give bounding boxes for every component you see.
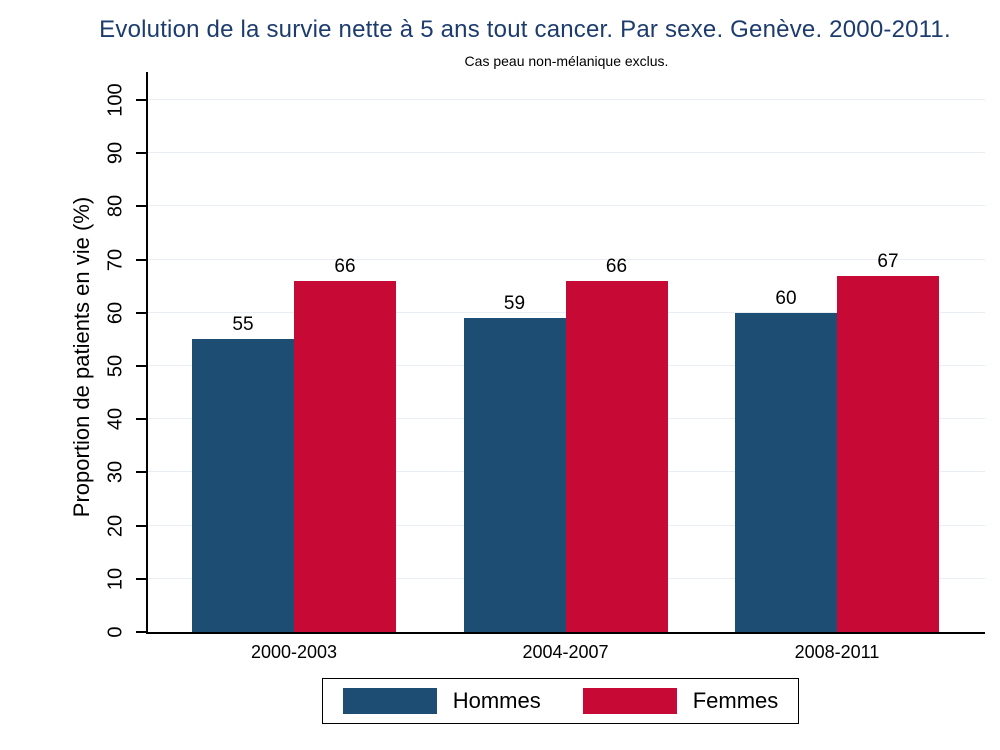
bar-value-label: 66 — [334, 255, 356, 277]
x-axis-label-2008-2011: 2008-2011 — [794, 642, 880, 662]
legend: Hommes Femmes — [322, 678, 799, 724]
bar-group-2000-2003: 55 66 — [192, 257, 396, 632]
bar-femmes-2004-2007 — [565, 280, 668, 632]
bar-value-label: 60 — [775, 287, 797, 309]
y-tick-label: 20 — [104, 514, 127, 537]
y-tick — [136, 577, 146, 580]
y-tick-label: 40 — [104, 408, 127, 431]
legend-swatch-hommes — [342, 688, 437, 714]
y-tick-label: 60 — [104, 301, 127, 324]
y-tick — [136, 99, 146, 101]
chart-subtitle: Cas peau non-mélanique exclus. — [464, 53, 669, 69]
y-tick — [136, 471, 146, 474]
legend-item-hommes: Hommes — [342, 688, 541, 714]
chart-title: Evolution de la survie nette à 5 ans tou… — [99, 16, 951, 43]
y-tick-label: 0 — [104, 626, 127, 638]
y-tick-label: 50 — [104, 354, 127, 378]
y-tick — [136, 524, 146, 527]
x-axis-label-2004-2007: 2004-2007 — [522, 642, 609, 662]
y-gridline — [148, 99, 985, 100]
y-tick — [136, 152, 146, 155]
x-axis-label-row: 2000-2003 2004-2007 2008-2011 — [148, 642, 985, 666]
bar-value-label: 55 — [232, 314, 254, 336]
y-tick — [136, 631, 146, 633]
bar-value-label: 66 — [605, 255, 628, 277]
y-gridline — [148, 205, 985, 207]
y-tick — [136, 258, 146, 261]
bar-group-2008-2011: 60 67 — [735, 252, 939, 632]
bar-group-2004-2007: 59 66 — [463, 255, 668, 632]
plot-area: 0 10 20 30 40 50 60 70 80 90 100 55 66 59 66 60 67 — [105, 72, 985, 638]
y-tick — [136, 365, 146, 367]
legend-swatch-femmes — [582, 688, 677, 714]
bar-column: 66 — [565, 255, 668, 632]
bar-femmes-2008-2011 — [837, 275, 939, 632]
bar-column: 66 — [294, 257, 396, 632]
y-tick-label: 100 — [104, 83, 127, 117]
legend-label-femmes: Femmes — [692, 688, 779, 713]
bar-column: 55 — [192, 315, 294, 632]
bar-hommes-2008-2011 — [735, 312, 837, 632]
y-tick — [136, 205, 146, 208]
y-tick-label: 30 — [104, 461, 127, 484]
bar-femmes-2000-2003 — [294, 280, 396, 632]
y-tick-label: 80 — [104, 195, 127, 218]
bar-hommes-2000-2003 — [192, 339, 294, 632]
bar-hommes-2004-2007 — [463, 318, 566, 632]
y-tick-label: 90 — [104, 142, 127, 165]
bar-column: 60 — [735, 289, 837, 632]
bar-column: 67 — [837, 252, 939, 632]
y-tick-label: 70 — [104, 248, 127, 271]
y-tick-label: 10 — [104, 567, 127, 590]
bar-value-label: 67 — [877, 250, 899, 272]
bar-column: 59 — [463, 293, 566, 632]
y-gridline — [148, 152, 985, 154]
y-tick — [136, 418, 146, 421]
y-tick — [136, 311, 146, 314]
legend-label-hommes: Hommes — [452, 688, 541, 713]
y-gridline — [148, 258, 985, 260]
y-axis-title: Proportion de patients en vie (%) — [69, 196, 94, 518]
legend-item-femmes: Femmes — [582, 688, 779, 714]
bar-value-label: 59 — [503, 293, 526, 315]
x-axis-label-2000-2003: 2000-2003 — [250, 642, 338, 662]
